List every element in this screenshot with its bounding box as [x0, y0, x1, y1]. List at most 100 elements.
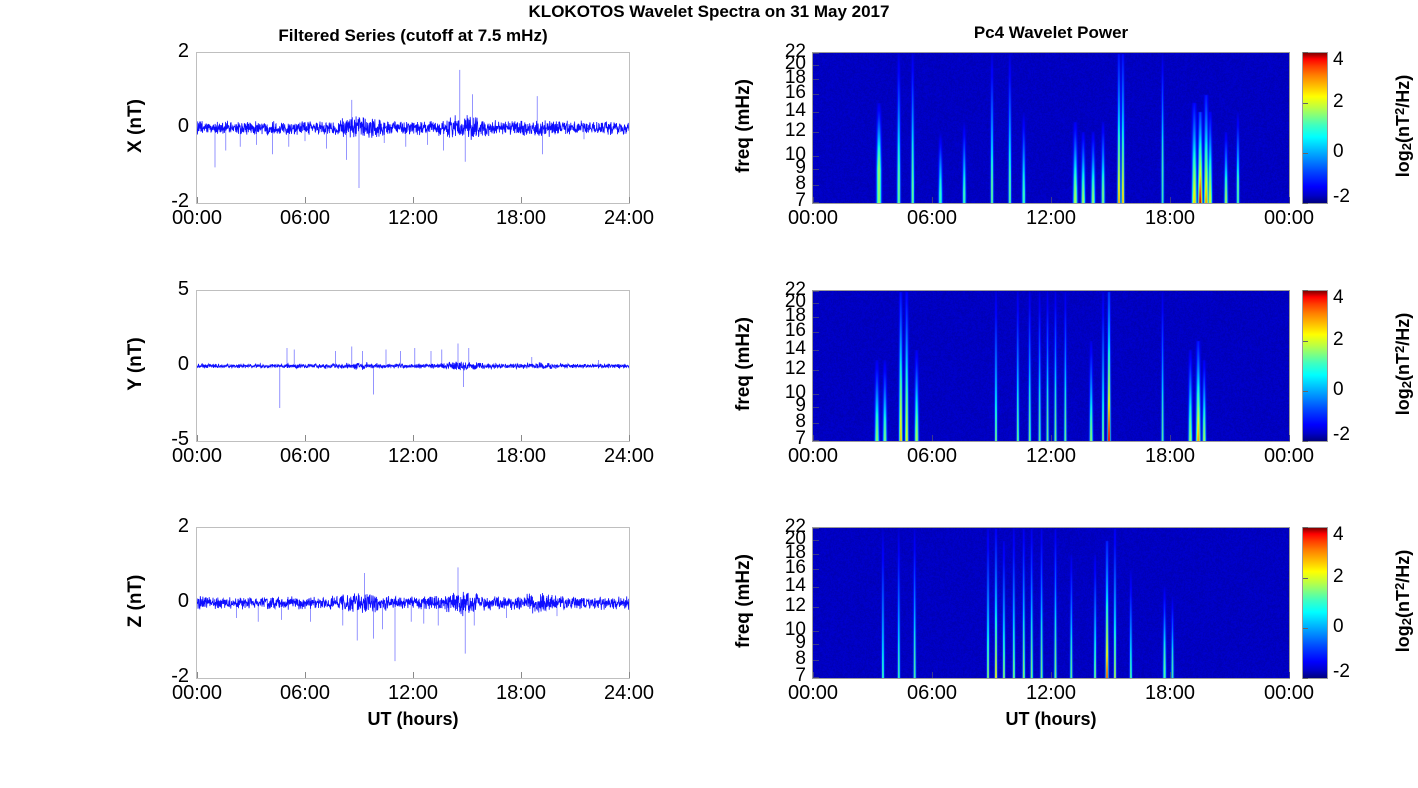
colorbar: [1302, 52, 1328, 204]
spectrogram-ytick: 10: [784, 618, 806, 640]
spectrogram-xtickmark: [813, 672, 814, 678]
spectrogram-ytickmark: [813, 131, 819, 133]
spectrogram-ytickmark: [813, 630, 819, 632]
xaxis-label-left: UT (hours): [367, 709, 459, 729]
colorbar: [1302, 290, 1328, 442]
spectrogram-ytick: 14: [784, 337, 806, 359]
colorbar-tick: 2: [1333, 328, 1344, 350]
spectrogram-plot-x: [812, 52, 1290, 204]
spectrogram-ytick: 20: [784, 528, 806, 550]
colorbar-label: log2(nT2/Hz): [1392, 549, 1414, 653]
spectrogram-ytickmark: [813, 606, 819, 608]
spectrogram-yaxis-label: freq (mHz): [733, 317, 754, 411]
colorbar-tick: -2: [1333, 186, 1350, 207]
spectrogram-xtick: 00:00: [787, 682, 839, 704]
timeseries-ytick: 0: [177, 115, 189, 137]
xaxis-label-right: UT (hours): [1005, 709, 1097, 729]
spectrogram-xtickmark: [1170, 672, 1171, 678]
spectrogram-xtickmark: [1051, 197, 1052, 203]
spectrogram-xtick: 00:00: [787, 207, 839, 229]
spectrogram-ytick: 18: [784, 67, 806, 89]
spectrogram-ytickmark: [813, 528, 819, 529]
spectrogram-xtickmark: [1170, 197, 1171, 203]
spectrogram-ytickmark: [813, 155, 819, 157]
timeseries-xtick: 24:00: [603, 682, 655, 704]
timeseries-xtickmark: [629, 672, 630, 678]
colorbar-tickmark: [1303, 391, 1308, 393]
spectrogram-ytick: 22: [784, 279, 806, 300]
colorbar-label: log2(nT2/Hz): [1392, 74, 1414, 178]
spectrogram-ytick: 12: [784, 594, 806, 616]
spectrogram-xtick: 00:00: [787, 445, 839, 467]
spectrogram-xtickmark: [1051, 435, 1052, 441]
colorbar-tickmark: [1303, 153, 1308, 155]
timeseries-ytick: 0: [177, 590, 189, 612]
spectrogram-ytick: 22: [784, 516, 806, 537]
spectrogram-ytick: 18: [784, 542, 806, 564]
spectrogram-xtick: 00:00: [1263, 207, 1315, 229]
spectrogram-ytick: 12: [784, 119, 806, 141]
timeseries-xtickmark: [629, 435, 630, 441]
timeseries-xtickmark: [197, 672, 198, 678]
spectrogram-ytickmark: [813, 369, 819, 371]
timeseries-yaxis-label: Y (nT): [125, 337, 146, 391]
colorbar-tick: 0: [1333, 141, 1344, 163]
spectrogram-xtick: 18:00: [1144, 682, 1196, 704]
spectrogram-ytickmark: [813, 644, 819, 646]
colorbar-tick: 4: [1333, 49, 1344, 70]
left-column-title: Filtered Series (cutoff at 7.5 mHz): [278, 26, 548, 45]
timeseries-ytick: -2: [171, 665, 189, 687]
timeseries-xtickmark: [521, 672, 522, 678]
spectrogram-ytickmark: [813, 94, 819, 96]
timeseries-xtickmark: [197, 435, 198, 441]
spectrogram-xtickmark: [1051, 672, 1052, 678]
spectrogram-ytick: 10: [784, 143, 806, 165]
colorbar-tick: 0: [1333, 379, 1344, 401]
timeseries-xtick: 12:00: [387, 682, 439, 704]
spectrogram-ytick: 20: [784, 291, 806, 313]
timeseries-yaxis-label: X (nT): [125, 99, 146, 153]
timeseries-xtickmark: [197, 197, 198, 203]
spectrogram-yaxis-label: freq (mHz): [733, 554, 754, 648]
timeseries-plot-y: [196, 290, 630, 442]
timeseries-yaxis-label: Z (nT): [125, 574, 146, 628]
timeseries-xtick: 18:00: [495, 445, 547, 467]
spectrogram-ytick: 16: [784, 320, 806, 342]
spectrogram-ytick: 16: [784, 82, 806, 104]
colorbar-tickmark: [1303, 102, 1308, 104]
timeseries-ytick: -2: [171, 190, 189, 212]
spectrogram-plot-y: [812, 290, 1290, 442]
colorbar-tickmark: [1303, 678, 1308, 679]
spectrogram-ytick: 8: [795, 410, 806, 432]
spectrogram-xtick: 12:00: [1025, 207, 1077, 229]
timeseries-trace: [197, 343, 629, 408]
spectrogram-image: [813, 291, 1289, 441]
colorbar-tickmark: [1303, 577, 1308, 579]
spectrogram-ytickmark: [813, 79, 819, 81]
timeseries-ytick: 2: [177, 40, 189, 62]
spectrogram-xtickmark: [1170, 435, 1171, 441]
timeseries-xtick: 12:00: [387, 445, 439, 467]
spectrogram-ytickmark: [813, 407, 819, 409]
spectrogram-ytick: 7: [795, 190, 806, 211]
timeseries-plot-z: [196, 527, 630, 679]
spectrogram-ytick: 14: [784, 99, 806, 121]
colorbar: [1302, 527, 1328, 679]
colorbar-label: log2(nT2/Hz): [1392, 312, 1414, 416]
colorbar-tick: -2: [1333, 424, 1350, 445]
spectrogram-ytickmark: [813, 586, 819, 588]
timeseries-xtickmark: [305, 197, 306, 203]
spectrogram-ytick: 22: [784, 41, 806, 62]
colorbar-tickmark: [1303, 290, 1308, 291]
spectrogram-ytick: 20: [784, 53, 806, 75]
spectrogram-xtick: 06:00: [906, 445, 958, 467]
spectrogram-image: [813, 528, 1289, 678]
spectrogram-ytick: 9: [795, 632, 806, 654]
spectrogram-ytick: 9: [795, 395, 806, 417]
timeseries-xtickmark: [413, 672, 414, 678]
timeseries-ytick: 5: [177, 278, 189, 300]
spectrogram-ytickmark: [813, 569, 819, 571]
timeseries-xtick: 06:00: [279, 445, 331, 467]
spectrogram-ytickmark: [813, 554, 819, 556]
spectrogram-ytick: 14: [784, 574, 806, 596]
